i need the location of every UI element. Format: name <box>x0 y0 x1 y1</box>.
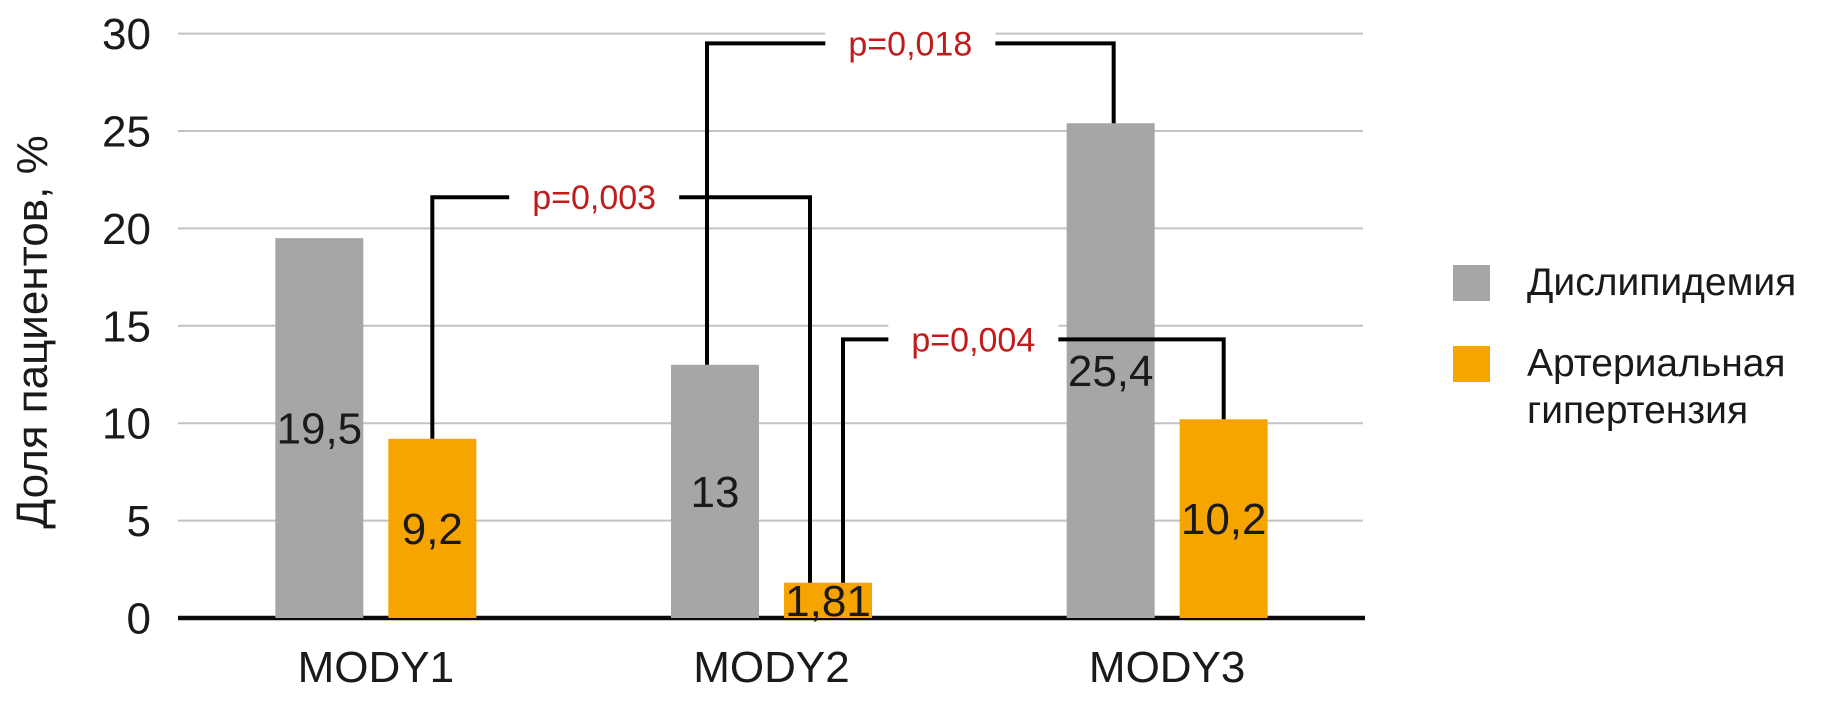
significance-bracket-3 <box>841 337 1226 583</box>
bar-mody1-series1 <box>388 438 477 618</box>
p-value-label: p=0,004 <box>911 321 1035 359</box>
y-axis-title: Доля пациентов, % <box>8 135 57 528</box>
bar-value-label: 25,4 <box>1068 347 1154 396</box>
bracket-label-background <box>509 175 680 220</box>
p-value-label: p=0,003 <box>532 179 656 217</box>
legend-label: Дислипидемия <box>1527 261 1797 304</box>
bar-value-label: 19,5 <box>277 405 363 454</box>
bar-value-label: 1,81 <box>785 577 871 626</box>
x-category-label-mody1: MODY1 <box>298 643 454 692</box>
legend-label-line1: Артериальная <box>1527 342 1786 385</box>
bar-value-label: 9,2 <box>402 505 463 554</box>
y-tick-label-15: 15 <box>102 302 151 351</box>
legend-swatch-orange <box>1453 346 1490 382</box>
y-tick-label-20: 20 <box>102 205 151 254</box>
x-category-label-mody2: MODY2 <box>693 643 849 692</box>
significance-bracket-2 <box>705 41 1116 365</box>
y-tick-label-10: 10 <box>102 400 151 449</box>
legend-item-hypertension: Артериальная гипертензия <box>1453 342 1786 434</box>
bar-mody3-series1 <box>1179 419 1268 618</box>
bar-mody1-series0 <box>275 238 364 618</box>
y-tick-label-0: 0 <box>127 595 151 644</box>
bar-value-label: 10,2 <box>1181 495 1267 544</box>
bar-mody3-series0 <box>1066 123 1155 618</box>
bar-value-label: 13 <box>691 468 740 517</box>
x-category-label-mody3: MODY3 <box>1089 643 1245 692</box>
bracket-label-background <box>825 21 996 66</box>
bar-mody2-series1 <box>784 582 872 618</box>
p-value-label: p=0,018 <box>848 25 972 63</box>
y-tick-label-25: 25 <box>102 108 151 157</box>
y-tick-label-30: 30 <box>102 10 151 59</box>
bar-mody2-series0 <box>671 364 759 618</box>
bracket-label-background <box>888 317 1059 362</box>
y-tick-label-5: 5 <box>127 497 151 546</box>
legend-item-dyslipidemia: Дислипидемия <box>1453 261 1796 306</box>
legend-label-line2: гипертензия <box>1527 389 1749 432</box>
legend-swatch-gray <box>1453 265 1490 301</box>
